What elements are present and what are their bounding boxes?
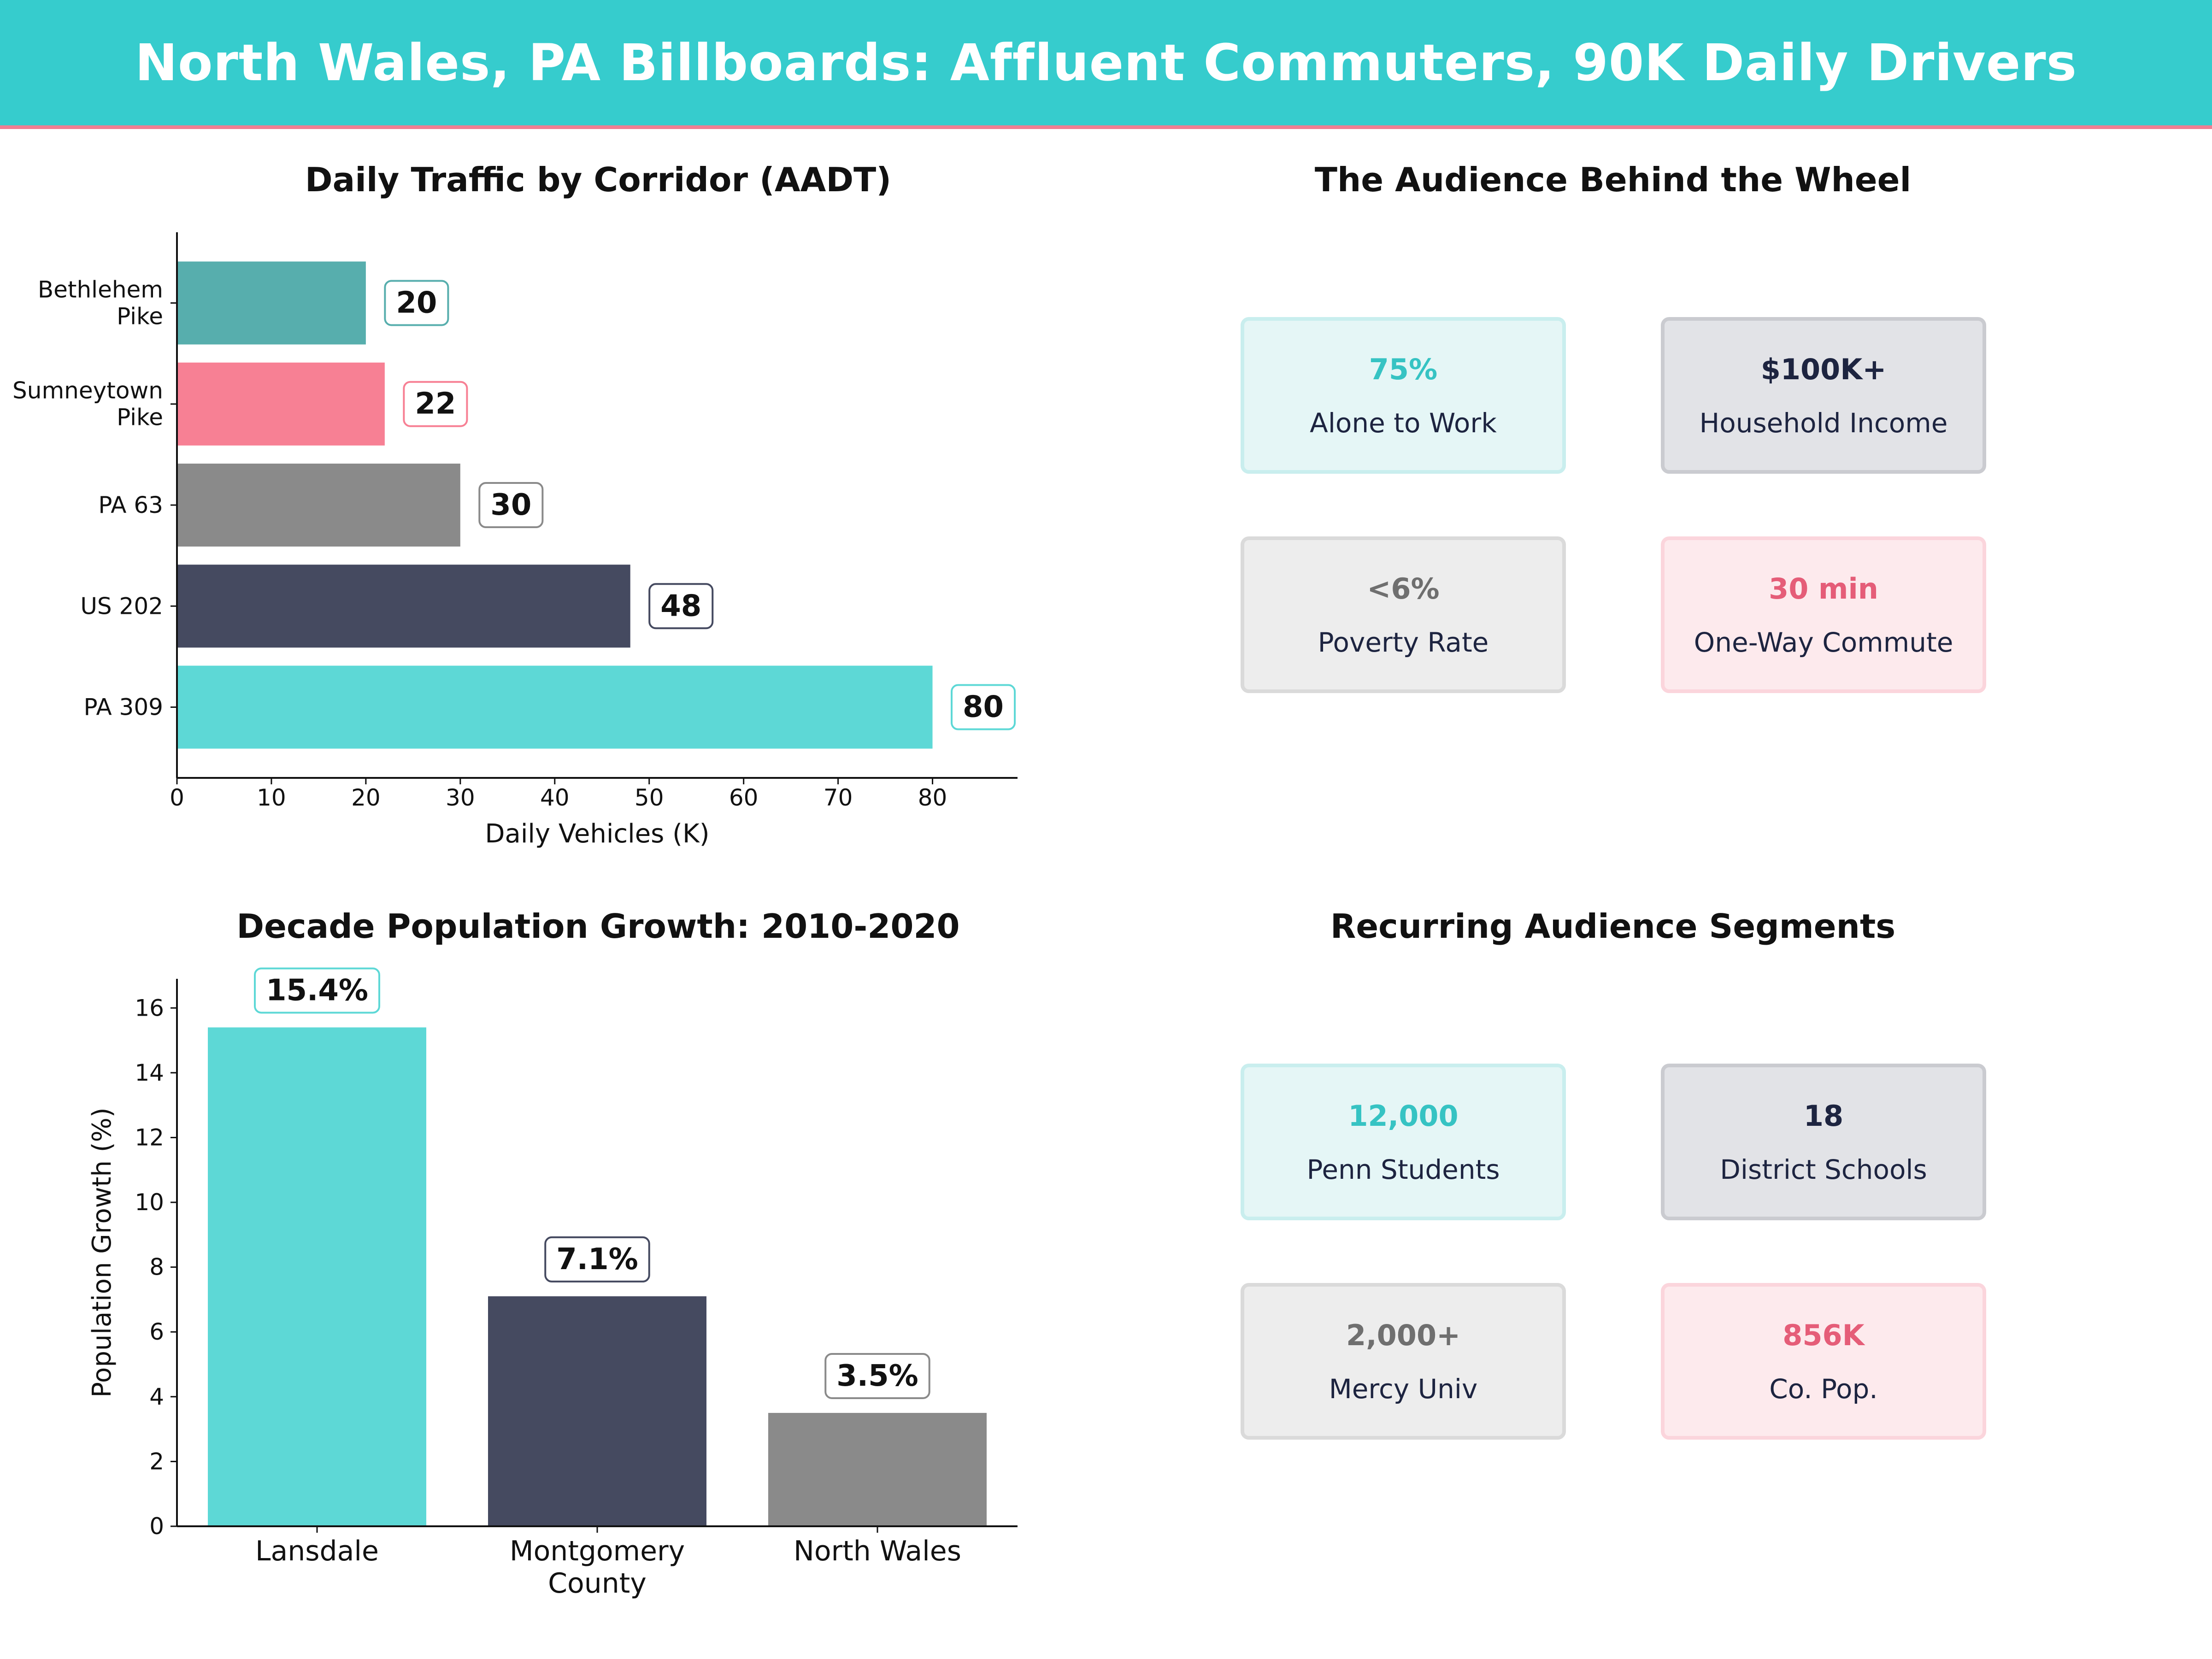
traffic-x-tick-label: 30 bbox=[446, 784, 475, 811]
tile-value: $100K+ bbox=[1760, 352, 1887, 386]
traffic-category-label: PA 309 bbox=[84, 694, 164, 721]
traffic-data-label-box bbox=[478, 482, 544, 528]
population-y-tick-label: 8 bbox=[149, 1254, 164, 1281]
traffic-bar bbox=[177, 261, 366, 345]
tile-label: Alone to Work bbox=[1310, 407, 1497, 439]
audience-tile: <6% Poverty Rate bbox=[1241, 536, 1566, 693]
segment-tile: 18 District Schools bbox=[1661, 1064, 1986, 1220]
page-title: North Wales, PA Billboards: Affluent Com… bbox=[135, 33, 2077, 92]
traffic-data-label: 20 bbox=[396, 286, 437, 320]
tile-value: 12,000 bbox=[1348, 1099, 1459, 1133]
population-data-label: 3.5% bbox=[836, 1359, 918, 1393]
population-bar bbox=[208, 1027, 426, 1526]
traffic-bar bbox=[177, 565, 630, 648]
header-banner: North Wales, PA Billboards: Affluent Com… bbox=[0, 0, 2212, 129]
traffic-x-tick-label: 60 bbox=[729, 784, 759, 811]
population-y-tick-label: 6 bbox=[149, 1318, 164, 1345]
traffic-x-tick-label: 40 bbox=[540, 784, 570, 811]
population-y-tick-label: 2 bbox=[149, 1448, 164, 1475]
population-chart-title: Decade Population Growth: 2010-2020 bbox=[236, 907, 960, 946]
traffic-category-label: Pike bbox=[117, 404, 163, 431]
traffic-data-label: 48 bbox=[660, 589, 701, 623]
population-y-tick-label: 4 bbox=[149, 1383, 164, 1410]
population-y-tick-label: 0 bbox=[149, 1513, 164, 1540]
tile-label: Poverty Rate bbox=[1318, 626, 1489, 658]
tile-value: 75% bbox=[1369, 352, 1438, 386]
population-bar bbox=[768, 1412, 987, 1526]
population-data-label-box bbox=[253, 967, 381, 1014]
tile-value: 18 bbox=[1803, 1099, 1844, 1133]
tile-label: One-Way Commute bbox=[1694, 626, 1953, 658]
tile-value: 30 min bbox=[1769, 571, 1878, 606]
traffic-category-label: US 202 bbox=[80, 593, 163, 619]
population-y-tick-label: 12 bbox=[135, 1124, 164, 1151]
traffic-data-label-box bbox=[648, 583, 714, 629]
traffic-category-label: Sumneytown bbox=[12, 377, 163, 404]
traffic-x-tick-label: 70 bbox=[824, 784, 853, 811]
segment-tile: 856K Co. Pop. bbox=[1661, 1283, 1986, 1440]
population-data-label-box bbox=[824, 1353, 930, 1399]
traffic-data-label: 22 bbox=[415, 387, 456, 421]
traffic-data-label-box bbox=[951, 684, 1016, 730]
traffic-data-label: 30 bbox=[490, 488, 531, 522]
population-y-tick-label: 16 bbox=[135, 994, 164, 1021]
traffic-chart-title: Daily Traffic by Corridor (AADT) bbox=[305, 160, 892, 199]
traffic-x-tick-label: 80 bbox=[918, 784, 947, 811]
tile-value: 856K bbox=[1783, 1318, 1865, 1352]
traffic-x-tick-label: 10 bbox=[257, 784, 286, 811]
tile-label: District Schools bbox=[1720, 1153, 1927, 1185]
tile-label: Household Income bbox=[1699, 407, 1948, 439]
tile-label: Mercy Univ bbox=[1329, 1373, 1478, 1405]
population-y-tick-label: 10 bbox=[135, 1189, 164, 1216]
traffic-x-tick-label: 50 bbox=[635, 784, 664, 811]
population-y-axis-label: Population Growth (%) bbox=[87, 1107, 117, 1397]
population-bar bbox=[488, 1296, 706, 1526]
traffic-x-tick-label: 20 bbox=[351, 784, 381, 811]
segments-panel-title: Recurring Audience Segments bbox=[1330, 907, 1896, 946]
traffic-category-label: Bethlehem bbox=[38, 276, 163, 303]
tile-value: 2,000+ bbox=[1346, 1318, 1461, 1352]
traffic-data-label-box bbox=[384, 280, 449, 326]
segment-tile: 12,000 Penn Students bbox=[1241, 1064, 1566, 1220]
audience-panel-title: The Audience Behind the Wheel bbox=[1314, 160, 1912, 199]
traffic-data-label-box bbox=[403, 381, 468, 427]
traffic-category-label: Pike bbox=[117, 303, 163, 329]
population-category-label: Lansdale bbox=[255, 1535, 379, 1567]
segment-tile: 2,000+ Mercy Univ bbox=[1241, 1283, 1566, 1440]
population-y-tick-label: 14 bbox=[135, 1059, 164, 1086]
traffic-category-label: PA 63 bbox=[98, 492, 163, 518]
population-category-label: Montgomery bbox=[510, 1535, 685, 1567]
population-data-label: 15.4% bbox=[266, 973, 368, 1007]
tile-label: Penn Students bbox=[1306, 1153, 1500, 1185]
population-data-label-box bbox=[544, 1236, 650, 1282]
traffic-bar bbox=[177, 665, 933, 749]
traffic-data-label: 80 bbox=[963, 690, 1004, 724]
tile-label: Co. Pop. bbox=[1769, 1373, 1878, 1405]
traffic-x-axis-label: Daily Vehicles (K) bbox=[485, 819, 709, 849]
population-category-label: County bbox=[548, 1567, 647, 1600]
traffic-x-tick-label: 0 bbox=[170, 784, 184, 811]
audience-tile: 30 min One-Way Commute bbox=[1661, 536, 1986, 693]
population-data-label: 7.1% bbox=[556, 1242, 638, 1277]
population-category-label: North Wales bbox=[794, 1535, 961, 1567]
traffic-bar bbox=[177, 362, 385, 446]
tile-value: <6% bbox=[1367, 571, 1440, 606]
audience-tile: 75% Alone to Work bbox=[1241, 317, 1566, 474]
audience-tile: $100K+ Household Income bbox=[1661, 317, 1986, 474]
traffic-bar bbox=[177, 464, 460, 547]
